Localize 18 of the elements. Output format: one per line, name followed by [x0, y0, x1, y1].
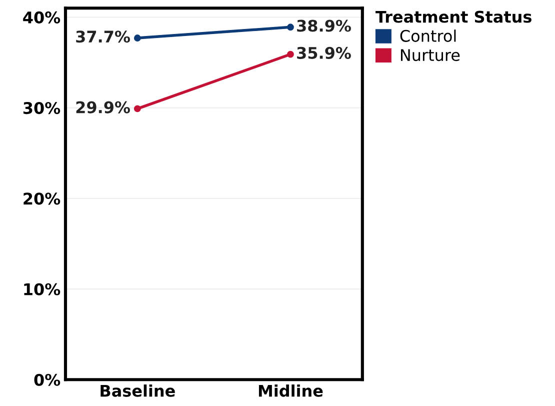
- y-tick-label: 0%: [34, 374, 60, 386]
- y-tick-label: 40%: [23, 11, 60, 24]
- x-tick-label: Midline: [258, 384, 323, 397]
- y-tick-label: 20%: [24, 192, 60, 205]
- x-tick-label: Baseline: [100, 384, 175, 397]
- legend-label: Nurture: [400, 49, 460, 62]
- point: [287, 50, 294, 58]
- data-label: 29.9%: [76, 101, 130, 114]
- data-label: 38.9%: [297, 20, 351, 32]
- point: [134, 105, 141, 112]
- data-label: 37.7%: [76, 30, 130, 43]
- point: [287, 24, 294, 31]
- data-label: 35.9%: [297, 46, 351, 59]
- y-tick-label: 10%: [24, 283, 60, 296]
- y-tick-label: 30%: [23, 102, 60, 114]
- point: [134, 34, 141, 42]
- legend-label: Control: [400, 30, 456, 42]
- legend-title: Treatment Status: [376, 10, 532, 23]
